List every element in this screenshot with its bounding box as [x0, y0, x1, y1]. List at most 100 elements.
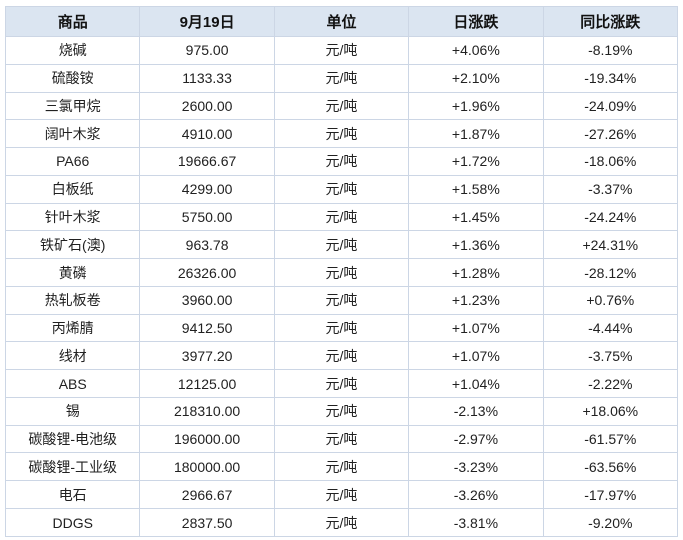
unit-cell: 元/吨	[273, 202, 410, 232]
unit-cell: 元/吨	[273, 480, 410, 510]
table-row: 针叶木浆 5750.00 元/吨 +1.45% -24.24%	[4, 202, 679, 232]
unit-cell: 元/吨	[273, 63, 410, 93]
price-cell: 1133.33	[139, 63, 275, 93]
unit-cell: 元/吨	[273, 147, 410, 176]
table-row: 阔叶木浆 4910.00 元/吨 +1.87% -27.26%	[4, 119, 679, 149]
day-change-cell: -3.26%	[408, 480, 544, 510]
day-change-cell: -3.81%	[408, 508, 544, 537]
unit-cell: 元/吨	[273, 396, 410, 426]
table-row: 硫酸铵 1133.33 元/吨 +2.10% -19.34%	[4, 63, 679, 93]
unit-cell: 元/吨	[273, 341, 410, 371]
day-change-cell: +1.07%	[408, 341, 544, 371]
commodity-name-cell: 烧碱	[4, 36, 141, 65]
price-cell: 963.78	[139, 230, 275, 260]
table-row: 锡 218310.00 元/吨 -2.13% +18.06%	[4, 396, 679, 426]
yoy-change-cell: -18.06%	[542, 147, 679, 176]
yoy-change-cell: -8.19%	[542, 36, 679, 65]
yoy-change-cell: -61.57%	[542, 424, 679, 454]
price-cell: 180000.00	[139, 452, 275, 482]
price-cell: 4910.00	[139, 119, 275, 149]
commodity-name-cell: 电石	[4, 480, 141, 510]
table-row: 三氯甲烷 2600.00 元/吨 +1.96% -24.09%	[4, 91, 679, 121]
column-header-unit: 单位	[273, 6, 410, 37]
price-cell: 218310.00	[139, 396, 275, 426]
day-change-cell: +1.96%	[408, 91, 544, 121]
price-cell: 5750.00	[139, 202, 275, 232]
commodity-price-table: 商品 9月19日 单位 日涨跌 同比涨跌 烧碱 975.00 元/吨 +4.06% -8…	[4, 6, 679, 537]
price-cell: 2966.67	[139, 480, 275, 510]
yoy-change-cell: -2.22%	[542, 369, 679, 398]
price-cell: 4299.00	[139, 174, 275, 204]
yoy-change-cell: -3.37%	[542, 174, 679, 204]
commodity-name-cell: ABS	[4, 369, 141, 398]
unit-cell: 元/吨	[273, 508, 410, 537]
day-change-cell: +1.36%	[408, 230, 544, 260]
column-header-day-change: 日涨跌	[408, 6, 544, 37]
table-row: 热轧板卷 3960.00 元/吨 +1.23% +0.76%	[4, 285, 679, 315]
price-cell: 3977.20	[139, 341, 275, 371]
day-change-cell: -2.97%	[408, 424, 544, 454]
price-cell: 975.00	[139, 36, 275, 65]
day-change-cell: +1.23%	[408, 285, 544, 315]
day-change-cell: +2.10%	[408, 63, 544, 93]
table-row: ABS 12125.00 元/吨 +1.04% -2.22%	[4, 369, 679, 398]
table-header: 商品 9月19日 单位 日涨跌 同比涨跌	[4, 6, 679, 37]
yoy-change-cell: -24.24%	[542, 202, 679, 232]
yoy-change-cell: -28.12%	[542, 258, 679, 287]
price-cell: 19666.67	[139, 147, 275, 176]
table-row: 黄磷 26326.00 元/吨 +1.28% -28.12%	[4, 258, 679, 287]
yoy-change-cell: -9.20%	[542, 508, 679, 537]
commodity-name-cell: 阔叶木浆	[4, 119, 141, 149]
commodity-name-cell: 铁矿石(澳)	[4, 230, 141, 260]
table-row: 碳酸锂-电池级 196000.00 元/吨 -2.97% -61.57%	[4, 424, 679, 454]
yoy-change-cell: -3.75%	[542, 341, 679, 371]
yoy-change-cell: +24.31%	[542, 230, 679, 260]
commodity-name-cell: 热轧板卷	[4, 285, 141, 315]
commodity-name-cell: 针叶木浆	[4, 202, 141, 232]
table-row: PA66 19666.67 元/吨 +1.72% -18.06%	[4, 147, 679, 176]
table-row: 丙烯腈 9412.50 元/吨 +1.07% -4.44%	[4, 313, 679, 343]
yoy-change-cell: +18.06%	[542, 396, 679, 426]
unit-cell: 元/吨	[273, 452, 410, 482]
commodity-name-cell: PA66	[4, 147, 141, 176]
unit-cell: 元/吨	[273, 230, 410, 260]
table-row: 电石 2966.67 元/吨 -3.26% -17.97%	[4, 480, 679, 510]
yoy-change-cell: -24.09%	[542, 91, 679, 121]
unit-cell: 元/吨	[273, 91, 410, 121]
yoy-change-cell: -4.44%	[542, 313, 679, 343]
commodity-name-cell: 碳酸锂-工业级	[4, 452, 141, 482]
day-change-cell: +1.07%	[408, 313, 544, 343]
yoy-change-cell: +0.76%	[542, 285, 679, 315]
commodity-name-cell: 锡	[4, 396, 141, 426]
yoy-change-cell: -17.97%	[542, 480, 679, 510]
day-change-cell: +1.72%	[408, 147, 544, 176]
header-row: 商品 9月19日 单位 日涨跌 同比涨跌	[4, 6, 679, 37]
unit-cell: 元/吨	[273, 424, 410, 454]
commodity-name-cell: 三氯甲烷	[4, 91, 141, 121]
commodity-name-cell: 丙烯腈	[4, 313, 141, 343]
day-change-cell: +4.06%	[408, 36, 544, 65]
price-cell: 12125.00	[139, 369, 275, 398]
commodity-name-cell: DDGS	[4, 508, 141, 537]
day-change-cell: -3.23%	[408, 452, 544, 482]
table-row: DDGS 2837.50 元/吨 -3.81% -9.20%	[4, 508, 679, 537]
day-change-cell: +1.45%	[408, 202, 544, 232]
yoy-change-cell: -19.34%	[542, 63, 679, 93]
yoy-change-cell: -63.56%	[542, 452, 679, 482]
column-header-commodity: 商品	[4, 6, 141, 37]
unit-cell: 元/吨	[273, 369, 410, 398]
unit-cell: 元/吨	[273, 285, 410, 315]
price-cell: 2837.50	[139, 508, 275, 537]
unit-cell: 元/吨	[273, 174, 410, 204]
day-change-cell: +1.28%	[408, 258, 544, 287]
day-change-cell: -2.13%	[408, 396, 544, 426]
table-row: 碳酸锂-工业级 180000.00 元/吨 -3.23% -63.56%	[4, 452, 679, 482]
commodity-name-cell: 线材	[4, 341, 141, 371]
commodity-name-cell: 黄磷	[4, 258, 141, 287]
unit-cell: 元/吨	[273, 258, 410, 287]
table-row: 线材 3977.20 元/吨 +1.07% -3.75%	[4, 341, 679, 371]
price-cell: 2600.00	[139, 91, 275, 121]
day-change-cell: +1.87%	[408, 119, 544, 149]
unit-cell: 元/吨	[273, 313, 410, 343]
